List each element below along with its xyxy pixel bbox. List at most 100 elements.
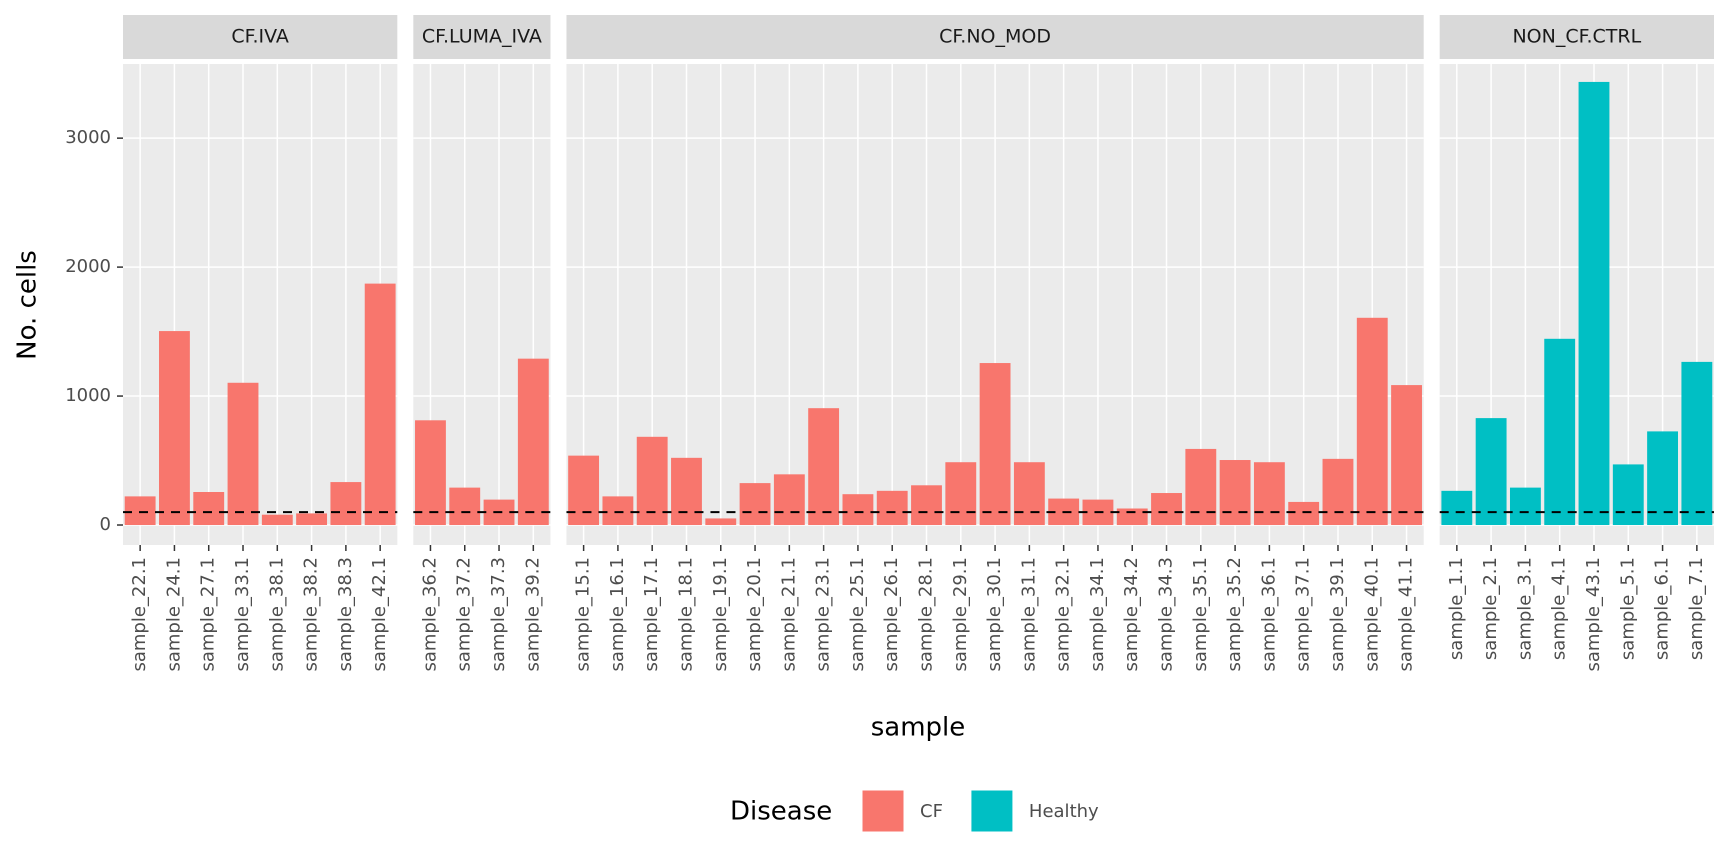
bar [1544, 338, 1576, 526]
x-tick-label: sample_4.1 [1549, 557, 1570, 660]
bar [1253, 462, 1285, 526]
bar [227, 382, 259, 526]
strip-background [566, 15, 1424, 59]
x-tick-label: sample_27.1 [198, 557, 219, 672]
bar [1475, 418, 1507, 526]
strip-label: CF.NO_MOD [939, 26, 1051, 48]
bar [124, 496, 156, 526]
bar [517, 358, 549, 526]
x-tick-label: sample_33.1 [232, 557, 253, 672]
bar [449, 487, 481, 526]
strip-label: CF.IVA [231, 26, 289, 48]
x-tick-label: sample_31.1 [1018, 557, 1039, 672]
bar [1578, 81, 1610, 526]
legend-key [970, 789, 1014, 833]
x-tick-label: sample_38.1 [266, 557, 287, 672]
x-tick-label: sample_1.1 [1446, 557, 1467, 660]
bar [1612, 464, 1644, 526]
bar [911, 485, 942, 526]
x-tick-label: sample_7.1 [1686, 557, 1707, 660]
bar [1509, 487, 1541, 526]
y-axis-label: No. cells [13, 250, 43, 360]
x-tick-label: sample_26.1 [881, 557, 902, 672]
y-tick-label: 1000 [65, 385, 111, 406]
x-tick-label: sample_23.1 [813, 557, 834, 672]
legend-key [861, 789, 905, 833]
legend-title: Disease [730, 797, 832, 827]
x-tick-label: sample_30.1 [984, 557, 1005, 672]
bar [1322, 458, 1354, 526]
x-tick-label: sample_36.2 [419, 557, 440, 672]
strip-label: CF.LUMA_IVA [422, 26, 542, 48]
x-tick-label: sample_15.1 [573, 557, 594, 672]
strip-background [1439, 15, 1714, 59]
bar [568, 455, 600, 526]
x-tick-label: sample_35.1 [1190, 557, 1211, 672]
bar [1441, 490, 1473, 526]
bar [773, 474, 805, 526]
x-tick-label: sample_21.1 [778, 557, 799, 672]
x-tick-label: sample_34.1 [1087, 557, 1108, 672]
strip-background [413, 15, 551, 59]
bar [876, 490, 908, 526]
bar [979, 363, 1011, 526]
bar [1681, 361, 1713, 526]
x-tick-label: sample_42.1 [369, 557, 390, 672]
bar [1013, 462, 1045, 526]
bar [602, 496, 634, 526]
bar [1116, 508, 1148, 526]
y-tick-label: 3000 [65, 127, 111, 148]
x-tick-label: sample_37.3 [488, 557, 509, 672]
x-tick-label: sample_20.1 [744, 557, 765, 672]
bar [1185, 448, 1217, 526]
x-tick-label: sample_28.1 [916, 557, 937, 672]
x-tick-label: sample_32.1 [1053, 557, 1074, 672]
bar [296, 513, 328, 526]
x-tick-label: sample_18.1 [675, 557, 696, 672]
x-tick-label: sample_5.1 [1617, 557, 1638, 660]
strip-label: NON_CF.CTRL [1512, 26, 1641, 48]
x-tick-label: sample_34.2 [1121, 557, 1142, 672]
bar [330, 482, 362, 526]
x-tick-label: sample_37.2 [454, 557, 475, 672]
bar [193, 491, 225, 526]
x-tick-label: sample_25.1 [847, 557, 868, 672]
x-tick-label: sample_41.1 [1396, 557, 1417, 672]
x-tick-label: sample_2.1 [1480, 557, 1501, 660]
x-tick-label: sample_34.3 [1156, 557, 1177, 672]
x-tick-label: sample_38.3 [335, 557, 356, 672]
bar [808, 408, 840, 526]
bar [1288, 501, 1320, 526]
bar [636, 436, 668, 526]
x-tick-label: sample_17.1 [641, 557, 662, 672]
bar [945, 462, 977, 526]
x-tick-label: sample_24.1 [163, 557, 184, 672]
x-tick-label: sample_39.1 [1327, 557, 1348, 672]
x-tick-label: sample_19.1 [710, 557, 731, 672]
x-tick-label: sample_35.2 [1224, 557, 1245, 672]
bar [1647, 431, 1678, 526]
bar [261, 514, 293, 526]
x-tick-label: sample_40.1 [1361, 557, 1382, 672]
x-tick-label: sample_37.1 [1293, 557, 1314, 672]
x-tick-label: sample_6.1 [1652, 557, 1673, 660]
bar [1391, 385, 1422, 526]
x-axis-label: sample [871, 713, 966, 743]
bar [415, 420, 446, 526]
x-tick-label: sample_22.1 [129, 557, 150, 672]
x-tick-label: sample_3.1 [1514, 557, 1535, 660]
bar [1356, 317, 1388, 526]
y-tick-label: 2000 [65, 256, 111, 277]
bar [159, 331, 190, 526]
bar [364, 283, 396, 526]
bar [1219, 460, 1251, 526]
bar [705, 518, 737, 526]
x-tick-label: sample_39.2 [522, 557, 543, 672]
bar [1151, 493, 1182, 526]
x-tick-label: sample_36.1 [1258, 557, 1279, 672]
strip-background [123, 15, 398, 59]
x-tick-label: sample_29.1 [950, 557, 971, 672]
y-tick-label: 0 [100, 514, 111, 535]
bar [739, 483, 771, 526]
x-tick-label: sample_16.1 [607, 557, 628, 672]
